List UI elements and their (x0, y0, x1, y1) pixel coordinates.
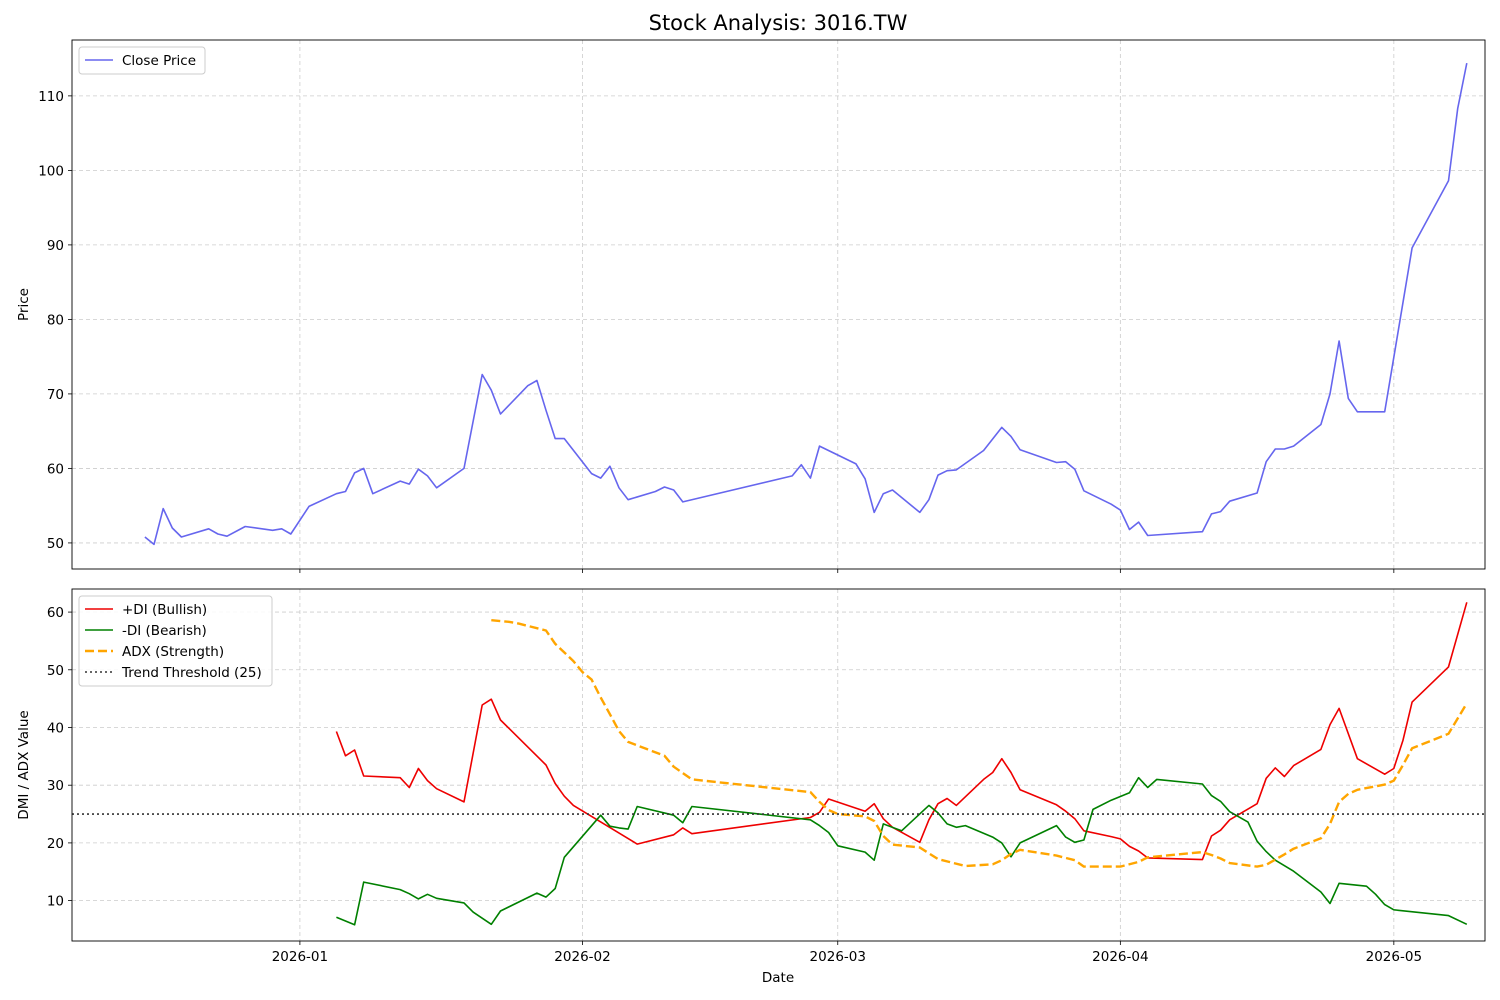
y-tick-label: 30 (47, 778, 64, 794)
y-tick-label: 70 (47, 387, 64, 403)
y-tick-label: 110 (38, 89, 64, 105)
y-tick-label: 10 (47, 894, 64, 910)
x-axis-label: Date (762, 970, 794, 986)
y-axis-label: Price (16, 288, 32, 321)
y-tick-label: 80 (47, 312, 64, 328)
adx-strength-line (491, 619, 1468, 868)
y-tick-label: 60 (47, 461, 64, 477)
plot-frame (71, 588, 1486, 942)
y-axis-label: DMI / ADX Value (16, 710, 32, 819)
price-panel: 50 60 70 80 90 100 110 Price Close Price (16, 39, 1486, 573)
legend-label-close-price: Close Price (122, 53, 196, 69)
y-tick-label: 20 (47, 836, 64, 852)
y-tick-label: 60 (47, 605, 64, 621)
legend-box (78, 595, 273, 687)
legend: Close Price (78, 46, 206, 75)
legend: +DI (Bullish) -DI (Bearish) ADX (Strength)… (78, 595, 273, 687)
di-bearish-line (336, 776, 1468, 926)
x-tick-label: 2026-02 (554, 949, 610, 965)
x-tick-label: 2026-03 (810, 949, 866, 965)
plot-area (72, 40, 1485, 569)
plot-frame (71, 39, 1486, 570)
y-tick-label: 40 (47, 720, 64, 736)
chart-title: Stock Analysis: 3016.TW (649, 11, 908, 35)
y-tick-label: 100 (38, 163, 64, 179)
legend-box (78, 46, 206, 75)
y-tick-label: 90 (47, 238, 64, 254)
plot-area (72, 589, 1485, 941)
x-tick-label: 2026-04 (1092, 949, 1148, 965)
di-bullish-line (335, 602, 1468, 861)
legend-label-di-bearish: -DI (Bearish) (122, 623, 207, 639)
close-price-line (144, 62, 1468, 546)
y-tick-label: 50 (47, 536, 64, 552)
series-group (72, 602, 1485, 926)
y-tick-label: 50 (47, 663, 64, 679)
dmi-panel: 2026-01 2026-02 2026-03 2026-04 2026-05 10 20 3… (16, 588, 1486, 965)
series-group (144, 62, 1468, 546)
x-tick-label: 2026-05 (1366, 949, 1422, 965)
x-tick-label: 2026-01 (272, 949, 328, 965)
legend-label-adx-strength: ADX (Strength) (122, 644, 224, 660)
legend-label-di-bullish: +DI (Bullish) (122, 602, 207, 618)
legend-label-trend-threshold-25: Trend Threshold (25) (121, 665, 262, 681)
